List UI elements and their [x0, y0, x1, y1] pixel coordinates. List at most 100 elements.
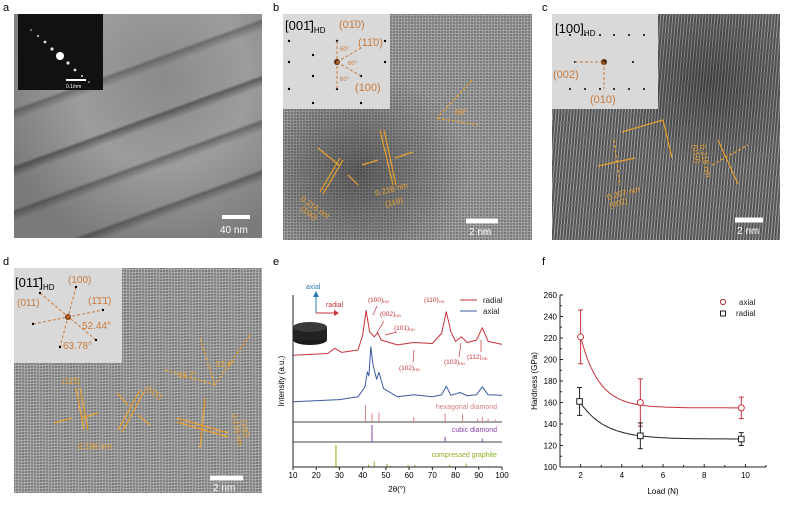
panel-label-a: a — [3, 2, 10, 14]
legend-e: radial axial — [460, 296, 503, 316]
plane-annotation: (100) — [239, 419, 251, 439]
x-tick-label-e: 30 — [335, 471, 344, 480]
x-tick-label-f: 4 — [620, 471, 625, 480]
xrd-line-axial — [292, 346, 503, 403]
panel-label-f: f — [542, 256, 546, 268]
x-tick-label-e: 80 — [451, 471, 460, 480]
scale-bar-label-a: 40 nm — [220, 225, 248, 236]
x-tick-label-e: 100 — [495, 471, 509, 480]
ref-label-hexagonal: hexagonal diamond — [436, 404, 497, 411]
inset-label: (100) — [68, 275, 91, 286]
inset-angle: 60° — [340, 77, 350, 83]
ref-label-graphite: compressed graphite — [432, 452, 497, 459]
fit-curve-radial — [579, 401, 741, 440]
inset-angle: 63.78° — [63, 341, 92, 352]
panel-label-c: c — [542, 2, 548, 14]
xrd-chart: 10 20 30 40 50 60 70 80 90 100 axial radial (100)… — [277, 284, 509, 494]
panel-b-overlay: [001̄]HD (01̄0) (11̄0) (100) 60° 60° 60°… — [283, 14, 498, 238]
panel-a-overlay: 0.1/nm 40 nm — [18, 14, 250, 236]
svg-text:(112)HD: (112)HD — [467, 354, 488, 361]
y-axis-label-e: Intensity (a.u.) — [277, 355, 286, 406]
inset-label: (11̄0) — [358, 37, 383, 49]
sample-schematic: axial radial — [293, 284, 344, 345]
data-point-radial — [737, 435, 745, 443]
scale-bar-label-d: 2 nm — [213, 483, 235, 494]
y-tick-label-f: 120 — [544, 442, 558, 451]
zone-axis-c: [100]HD — [555, 21, 596, 38]
data-point-radial — [576, 398, 583, 405]
legend-radial: radial — [736, 309, 756, 318]
x-tick-label-e: 60 — [405, 471, 414, 480]
inset-angle: 60° — [348, 61, 358, 67]
fit-curve-axial — [580, 336, 742, 409]
svg-text:(103)HD: (103)HD — [444, 359, 465, 366]
svg-text:(100)HD: (100)HD — [368, 297, 389, 304]
scale-bar-label-b: 2 nm — [469, 227, 491, 238]
plane-annotation: (110) — [384, 195, 404, 208]
legend-axial: axial — [483, 307, 500, 316]
scale-bar-label-c: 2 nm — [737, 226, 759, 237]
panel-c-overlay: [100]HD (002) (010) 0.207 nm (002) 0.218… — [552, 14, 763, 237]
svg-text:(002)HD: (002)HD — [380, 311, 401, 318]
y-tick-label-f: 140 — [544, 420, 558, 429]
y-tick-label-f: 100 — [544, 463, 558, 472]
x-axis-label-e: 2θ(°) — [388, 485, 406, 494]
radial-direction-label: radial — [326, 302, 344, 309]
zone-axis-b: [001̄]HD — [285, 18, 326, 35]
data-point-radial — [637, 432, 644, 440]
y-tick-label-f: 160 — [544, 399, 558, 408]
inset-label: (01̄0) — [339, 19, 365, 31]
plane-annotation: (11̄1̄) — [62, 377, 80, 386]
y-tick-label-f: 180 — [544, 377, 558, 386]
data-point-axial — [737, 404, 745, 412]
x-tick-label-f: 10 — [741, 471, 750, 480]
y-tick-label-f: 260 — [544, 291, 558, 300]
y-tick-label-f: 200 — [544, 356, 558, 365]
data-point-axial — [636, 399, 644, 406]
angle-annotation: 63.7° — [178, 371, 197, 380]
peak-labels: (100)HD (002)HD (101)HD (102)HD (110)HD … — [368, 297, 488, 372]
inset-label: (1̄1̄1̄) — [88, 296, 111, 307]
data-point-axial — [577, 333, 585, 341]
x-axis-label-f: Load (N) — [647, 487, 678, 496]
hrtem-image-c — [552, 14, 780, 240]
x-tick-label-f: 6 — [661, 471, 666, 480]
inset-label: (011) — [17, 298, 40, 309]
legend-radial: radial — [483, 296, 503, 305]
svg-text:(102)HD: (102)HD — [399, 365, 420, 372]
d-spacing-annotation: 0.218 nm — [374, 181, 409, 198]
x-tick-label-e: 90 — [474, 471, 483, 480]
angle-annotation: 52.6° — [216, 360, 235, 369]
y-tick-label-f: 240 — [544, 313, 558, 322]
inset-label: (100) — [355, 82, 381, 94]
x-tick-label-f: 8 — [702, 471, 707, 480]
hardness-chart: 2 4 6 8 10 100 120 140 160 180 200 220 240 260 axial … — [530, 291, 767, 496]
y-axis-label-f: Hardness (GPa) — [530, 352, 539, 410]
plane-annotation: (010) — [690, 144, 702, 164]
panel-label-b: b — [273, 2, 279, 14]
legend-f: axial radial — [719, 298, 756, 318]
inset-scale-label: 0.1/nm — [66, 84, 81, 90]
legend-axial: axial — [739, 298, 756, 307]
x-tick-label-e: 40 — [358, 471, 367, 480]
zone-axis-d: [011̄]HD — [15, 275, 55, 292]
inset-angle: 52.44° — [82, 321, 111, 332]
saed-inset-a — [18, 14, 103, 90]
inset-angle: 60° — [340, 47, 350, 53]
svg-text:(110)HD: (110)HD — [424, 297, 445, 304]
plane-annotation: (01̄1) — [143, 384, 164, 401]
d-spacing-annotation: 0.196 nm — [78, 442, 112, 451]
x-tick-label-e: 10 — [289, 471, 298, 480]
y-tick-label-f: 220 — [544, 334, 558, 343]
panel-d-overlay: [011̄]HD (100) (011) (1̄1̄1̄) 52.44° 63.… — [14, 268, 251, 494]
xrd-line-radial — [292, 310, 503, 356]
panel-label-d: d — [3, 256, 9, 268]
svg-text:(101)HD: (101)HD — [394, 325, 415, 332]
ref-label-cubic: cubic diamond — [452, 427, 497, 434]
axial-direction-label: axial — [306, 284, 321, 291]
inset-label: (010) — [590, 94, 616, 106]
x-tick-label-e: 70 — [428, 471, 437, 480]
inset-label: (002) — [553, 69, 579, 81]
x-tick-label-f: 2 — [578, 471, 583, 480]
